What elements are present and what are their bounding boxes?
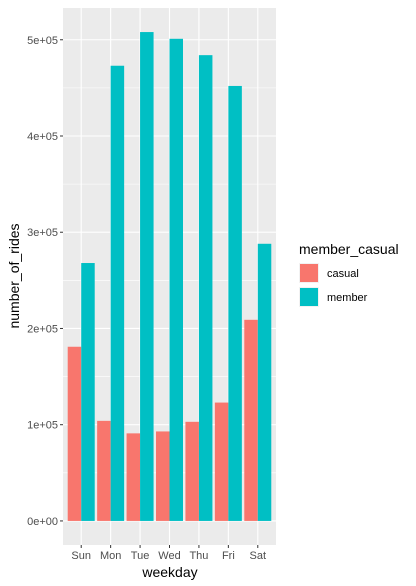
- x-tick-label-wed: Wed: [158, 550, 180, 562]
- bar-casual-tue: [126, 433, 141, 521]
- bar-casual-mon: [97, 420, 111, 521]
- y-axis-title: number_of_rides: [6, 223, 22, 328]
- bar-casual-sat: [244, 319, 258, 521]
- y-tick-label: 1e+05: [27, 420, 58, 432]
- y-tick-label: 5e+05: [27, 35, 58, 47]
- x-tick-label-sat: Sat: [250, 550, 267, 562]
- legend: member_casual casual member: [299, 241, 399, 307]
- legend-key-casual: [300, 264, 318, 282]
- bar-member-fri: [228, 85, 242, 521]
- legend-key-member: [300, 288, 318, 306]
- y-tick-label: 3e+05: [27, 227, 58, 239]
- x-tick-label-thu: Thu: [189, 550, 208, 562]
- x-axis: Sun Mon Tue Wed Thu Fri Sat: [71, 545, 266, 562]
- x-tick-label-mon: Mon: [100, 550, 121, 562]
- bar-member-tue: [140, 32, 154, 521]
- bar-member-sat: [257, 243, 272, 521]
- bars: [67, 32, 272, 521]
- legend-label-member: member: [327, 292, 368, 304]
- x-tick-label-sun: Sun: [71, 550, 91, 562]
- x-axis-title: weekday: [141, 564, 197, 580]
- legend-title: member_casual: [299, 241, 399, 257]
- bar-member-thu: [198, 55, 213, 521]
- bar-member-mon: [110, 65, 125, 521]
- bar-member-wed: [169, 38, 183, 521]
- x-tick-label-tue: Tue: [131, 550, 150, 562]
- x-tick-label-fri: Fri: [222, 550, 235, 562]
- bar-casual-fri: [214, 402, 229, 521]
- bar-casual-sun: [67, 346, 82, 521]
- y-tick-label: 2e+05: [27, 323, 58, 335]
- bar-casual-wed: [156, 431, 170, 521]
- legend-label-casual: casual: [327, 268, 359, 280]
- y-tick-label: 4e+05: [27, 131, 58, 143]
- y-tick-label: 0e+00: [27, 516, 58, 528]
- y-axis: 0e+00 1e+05 2e+05 3e+05 4e+05 5e+05: [27, 35, 63, 528]
- bar-member-sun: [81, 263, 95, 521]
- bar-casual-thu: [185, 421, 199, 521]
